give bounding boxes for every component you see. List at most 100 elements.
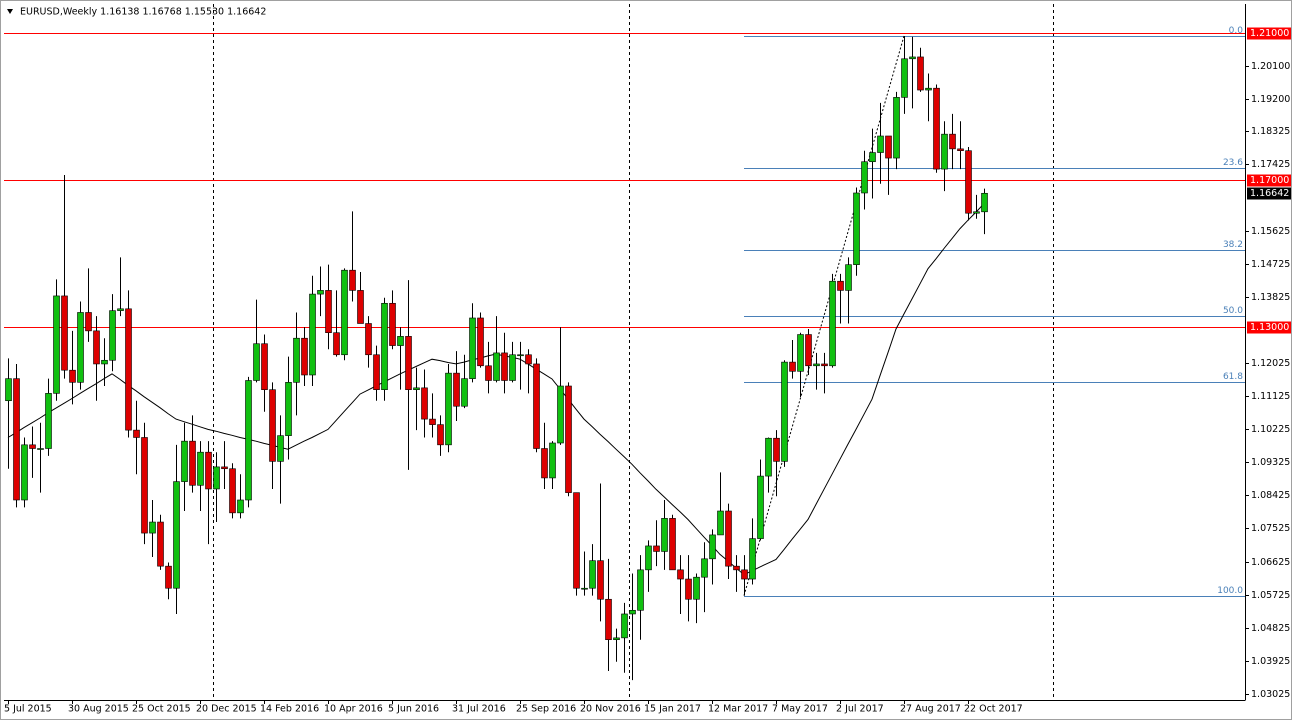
candle-body: [493, 352, 500, 381]
candle-body: [261, 343, 268, 390]
price-label: 1.17000: [1250, 175, 1289, 186]
candle-body: [253, 343, 260, 381]
candle-body: [965, 150, 972, 214]
x-tick-label: 20 Dec 2015: [196, 704, 257, 715]
candle-body: [797, 334, 804, 372]
candle-body: [917, 56, 924, 91]
candle-body: [397, 336, 404, 346]
candle-body: [741, 569, 748, 580]
candle-body: [677, 569, 684, 580]
candle-body: [717, 510, 724, 536]
candle-body: [413, 387, 420, 390]
candle-body: [453, 372, 460, 407]
candle-body: [757, 475, 764, 539]
candle-body: [61, 295, 68, 371]
candle-body: [5, 378, 12, 402]
candle-body: [869, 152, 876, 163]
candle-body: [197, 451, 204, 486]
y-tick-label: 1.10225: [1251, 424, 1290, 435]
candle-body: [21, 444, 28, 501]
candle-body: [949, 133, 956, 150]
candle-body: [821, 363, 828, 367]
candle-body: [405, 336, 412, 390]
candle-body: [421, 387, 428, 420]
candle-body: [973, 211, 980, 214]
candle-body: [789, 361, 796, 372]
candle-body: [117, 308, 124, 311]
price-label: 1.13000: [1250, 322, 1289, 333]
candle-body: [237, 499, 244, 514]
fib-label: 38.2: [1223, 240, 1243, 250]
candle-body: [709, 534, 716, 560]
candle-body: [501, 352, 508, 381]
candle-body: [661, 518, 668, 552]
y-tick-label: 1.06625: [1251, 557, 1290, 568]
x-tick-label: 5 Jul 2015: [4, 704, 52, 715]
candle-body: [613, 637, 620, 641]
candle-body: [533, 363, 540, 449]
candle-body: [317, 290, 324, 295]
candle-body: [277, 435, 284, 462]
candle-body: [221, 466, 228, 470]
candle-body: [309, 293, 316, 376]
candle-body: [373, 354, 380, 390]
x-tick-label: 27 Aug 2017: [900, 704, 961, 715]
candle-body: [941, 133, 948, 170]
y-tick-label: 1.04825: [1251, 623, 1290, 634]
candle-body: [69, 369, 76, 383]
y-tick-label: 1.03925: [1251, 656, 1290, 667]
candle-body: [597, 560, 604, 600]
y-tick-label: 1.19200: [1251, 94, 1290, 105]
candle-body: [141, 437, 148, 534]
x-tick-label: 10 Apr 2016: [324, 704, 383, 715]
candle-body: [877, 135, 884, 153]
x-tick-label: 20 Nov 2016: [580, 704, 641, 715]
candle-body: [901, 58, 908, 98]
candle-body: [37, 448, 44, 450]
candle-body: [573, 492, 580, 589]
candle-body: [381, 302, 388, 390]
y-tick-label: 1.13825: [1251, 292, 1290, 303]
candle-body: [629, 609, 636, 615]
candle-body: [125, 308, 132, 431]
candle-body: [541, 448, 548, 479]
candle-body: [645, 545, 652, 571]
x-tick-label: 14 Feb 2016: [260, 704, 319, 715]
candle-body: [909, 56, 916, 60]
candle-body: [133, 429, 140, 438]
candle-body: [509, 354, 516, 381]
candle-body: [477, 317, 484, 367]
x-tick-label: 5 Jun 2016: [388, 704, 439, 715]
x-tick-label: 25 Sep 2016: [516, 704, 576, 715]
y-tick-label: 1.03025: [1251, 689, 1290, 700]
menu-arrow[interactable]: [7, 9, 13, 14]
candle-body: [445, 372, 452, 446]
candle-body: [853, 192, 860, 265]
candle-body: [389, 302, 396, 346]
candle-body: [85, 312, 92, 332]
candle-body: [701, 558, 708, 578]
candle-body: [565, 385, 572, 493]
x-tick-label: 30 Aug 2015: [68, 704, 129, 715]
candle-body: [933, 87, 940, 170]
y-tick-label: 1.12025: [1251, 358, 1290, 369]
current-price-label: 1.16642: [1250, 188, 1289, 199]
candle-body: [429, 418, 436, 425]
x-tick-label: 15 Jan 2017: [644, 704, 701, 715]
fib-label: 100.0: [1217, 586, 1243, 596]
candle-body: [189, 440, 196, 486]
y-tick-label: 1.17425: [1251, 159, 1290, 170]
x-tick-label: 22 Oct 2017: [964, 704, 1023, 715]
candle-body: [157, 521, 164, 567]
price-label-box: [1247, 27, 1291, 40]
y-tick-label: 1.11125: [1251, 391, 1290, 402]
candle-body: [549, 442, 556, 479]
candle-body: [269, 389, 276, 462]
candle-body: [149, 521, 156, 534]
candle-body: [885, 135, 892, 159]
candle-body: [621, 613, 628, 639]
candle-body: [605, 598, 612, 641]
candle-body: [637, 569, 644, 611]
candle-body: [77, 312, 84, 383]
